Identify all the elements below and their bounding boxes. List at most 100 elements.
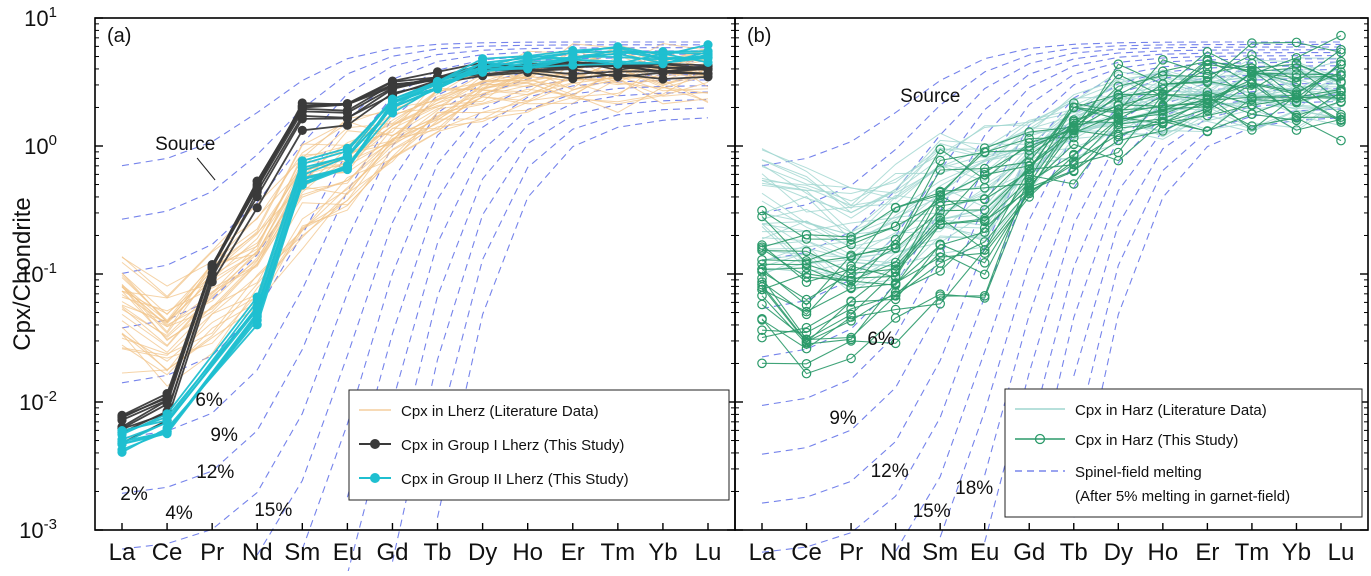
x-tick-label: Gd [1013, 539, 1045, 566]
lherz-literature-line [121, 60, 709, 338]
group1-marker [207, 262, 217, 273]
harz-marker [1113, 105, 1124, 115]
harz-marker [846, 268, 856, 279]
lherz-literature-line [121, 44, 709, 299]
harz-literature-line [761, 107, 1342, 287]
x-tick-label: Eu [333, 539, 362, 566]
source-label: Source [900, 86, 960, 107]
harz-marker [1247, 79, 1257, 89]
harz-marker [935, 190, 945, 200]
harz-marker [801, 358, 812, 369]
harz-marker [1158, 118, 1168, 128]
y-tick-label: 100 [24, 132, 57, 159]
harz-marker [846, 309, 856, 320]
harz-marker [801, 309, 812, 320]
lherz-literature-line [121, 86, 709, 374]
harz-marker [890, 266, 901, 277]
melting-curve [761, 41, 1341, 167]
harz-marker [1336, 135, 1346, 146]
lherz-literature-line [121, 81, 709, 387]
harz-marker [979, 293, 990, 303]
harz-marker [1069, 115, 1079, 125]
group2-marker [658, 46, 668, 57]
harz-marker [1113, 135, 1124, 146]
group1-marker [252, 203, 262, 213]
harz-marker [801, 306, 812, 317]
harz-marker [757, 240, 767, 250]
harz-marker [1158, 113, 1168, 124]
harz-marker [801, 272, 812, 282]
group2-marker [703, 53, 713, 63]
harz-marker [1069, 122, 1079, 132]
x-tick-label: Tb [424, 539, 452, 566]
group2-lherz-line [121, 46, 709, 432]
harz-this-study-line [761, 79, 1342, 341]
harz-marker [1202, 69, 1213, 80]
melting-percent-label: 9% [829, 408, 857, 429]
legend: Cpx in Lherz (Literature Data) Cpx in Gro… [348, 389, 730, 501]
harz-marker [1291, 110, 1302, 121]
harz-marker [757, 244, 767, 254]
harz-marker [1069, 165, 1079, 176]
melting-curve [1028, 94, 1342, 508]
harz-this-study-group [757, 30, 1346, 379]
lherz-literature-line [121, 67, 709, 362]
group1-marker [207, 273, 217, 283]
source-leader [196, 157, 216, 181]
lherz-literature-line [121, 78, 709, 372]
group2-marker [342, 152, 352, 162]
harz-marker [1158, 66, 1168, 77]
lherz-literature-line [121, 48, 709, 299]
harz-this-study-line [761, 94, 1342, 316]
group2-marker [523, 63, 533, 73]
harz-marker [1024, 127, 1034, 137]
harz-marker [801, 229, 812, 240]
harz-marker [1113, 147, 1124, 158]
lherz-literature-line [121, 74, 709, 371]
harz-marker [979, 223, 990, 233]
harz-marker [935, 298, 945, 309]
harz-marker [1113, 89, 1124, 100]
harz-marker [1202, 95, 1213, 106]
harz-marker [935, 155, 945, 166]
harz-marker [1336, 90, 1346, 101]
group1-lherz-line [121, 71, 709, 444]
x-tick-label: Tb [1060, 539, 1088, 566]
group1-marker [162, 399, 172, 409]
harz-marker [1069, 156, 1079, 167]
harz-marker [1202, 76, 1213, 86]
x-tick-label: Tm [601, 539, 636, 566]
group1-marker [342, 108, 352, 118]
melting-curve [301, 74, 709, 550]
x-tick-label: Nd [242, 539, 273, 566]
melting-curve [436, 107, 709, 434]
harz-marker [935, 266, 945, 276]
melting-curve [761, 52, 1341, 358]
harz-marker [801, 322, 812, 333]
harz-marker [846, 273, 856, 284]
group2-marker [117, 438, 127, 448]
group2-lherz-line [121, 50, 709, 441]
harz-marker [1069, 98, 1079, 108]
harz-marker [801, 256, 812, 266]
group1-marker [252, 182, 262, 193]
x-tick-label: Dy [1104, 539, 1133, 566]
harz-this-study-line [761, 59, 1342, 301]
harz-this-study-line [761, 88, 1342, 313]
harz-this-study-line [761, 91, 1342, 350]
harz-marker [1247, 92, 1257, 102]
harz-marker [890, 338, 901, 349]
harz-this-study-line [761, 71, 1342, 274]
harz-this-study-line [761, 59, 1342, 283]
y-tick-label: 101 [24, 4, 57, 31]
melting-percent-label: 15% [913, 501, 951, 522]
legend-box [348, 389, 730, 501]
lherz-literature-line [121, 69, 709, 335]
harz-marker [801, 343, 812, 354]
harz-marker [890, 290, 901, 300]
lherz-literature-line [121, 50, 709, 287]
group2-marker [342, 162, 352, 172]
harz-marker [890, 261, 901, 271]
harz-marker [935, 289, 945, 299]
harz-marker [935, 165, 945, 175]
